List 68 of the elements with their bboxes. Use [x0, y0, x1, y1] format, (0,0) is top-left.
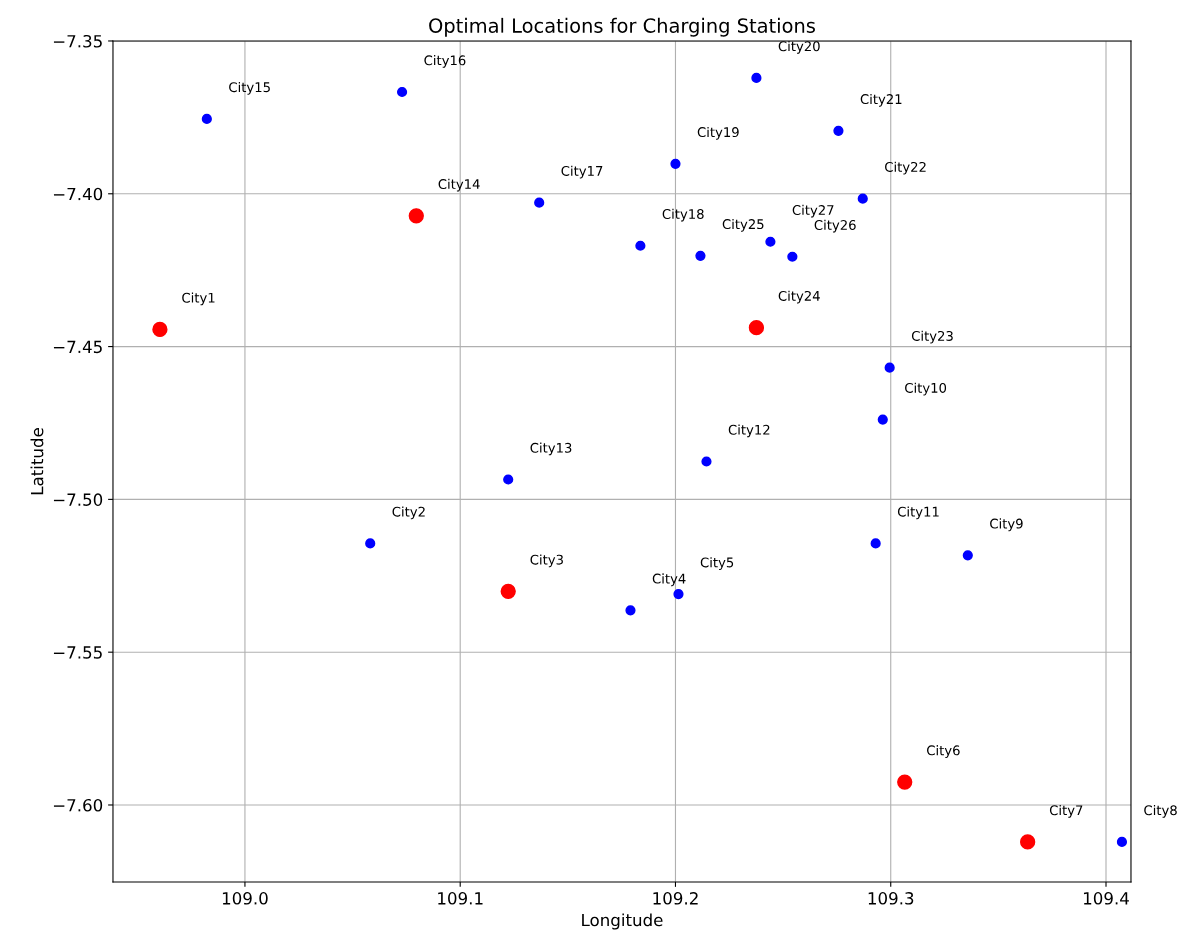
point [877, 414, 888, 425]
annotation: City9 [990, 518, 1023, 532]
x-tick-label: 109.1 [438, 892, 483, 905]
point [833, 125, 844, 136]
annotation: City5 [700, 557, 734, 570]
point [897, 774, 913, 790]
annotation: City18 [662, 208, 704, 222]
annotation: City24 [778, 290, 820, 304]
point [500, 583, 516, 600]
y-tick-label: −7.45 [53, 340, 102, 354]
chart-title: Optimal Locations for Charging Stations [429, 17, 815, 37]
annotation: City4 [652, 573, 686, 587]
annotation: City23 [911, 330, 953, 344]
point [625, 605, 636, 616]
annotation: City3 [530, 554, 563, 568]
point [695, 250, 706, 261]
point [670, 158, 681, 169]
annotation: City25 [722, 218, 764, 232]
annotation: City2 [392, 506, 425, 520]
point [503, 474, 514, 485]
annotation: City7 [1049, 805, 1083, 818]
point [152, 321, 168, 338]
point [787, 251, 798, 262]
annotation: City17 [561, 165, 603, 179]
annotation: City10 [905, 382, 947, 396]
point [396, 86, 408, 98]
point [534, 197, 545, 208]
point [884, 362, 895, 373]
annotation: City12 [728, 424, 770, 438]
annotation: City1 [182, 292, 215, 306]
point [701, 456, 712, 467]
annotation: City15 [229, 81, 270, 95]
y-tick-label: −7.50 [53, 493, 103, 506]
x-tick-label: 109.4 [1083, 892, 1129, 905]
x-tick-label: 109.3 [868, 892, 914, 905]
y-tick-label: −7.40 [53, 187, 103, 201]
annotation: City6 [927, 745, 960, 758]
annotation: City26 [814, 219, 856, 233]
point [870, 538, 881, 549]
annotation: City14 [438, 178, 480, 192]
annotation: City8 [1144, 805, 1177, 818]
x-tick-label: 109.2 [653, 892, 698, 905]
point [673, 589, 684, 600]
point [635, 240, 646, 251]
point [201, 113, 212, 124]
annotation: City21 [860, 93, 902, 107]
point [365, 538, 376, 549]
y-tick-label: −7.55 [53, 646, 102, 659]
annotation: City11 [897, 506, 939, 520]
y-tick-label: −7.35 [53, 34, 102, 48]
annotation: City22 [885, 161, 926, 175]
y-axis-title: Latitude [30, 428, 44, 495]
point [962, 550, 973, 561]
x-axis-title: Longitude [582, 913, 663, 930]
point [857, 193, 868, 204]
point [751, 72, 762, 84]
annotation: City27 [792, 204, 834, 218]
annotation: City13 [530, 442, 572, 456]
y-tick-label: −7.60 [53, 798, 103, 812]
point [748, 319, 765, 336]
annotation: City19 [697, 126, 739, 140]
annotation: City16 [424, 55, 466, 68]
point [408, 208, 424, 224]
annotation: City20 [778, 41, 820, 54]
point [1020, 834, 1036, 850]
x-tick-label: 109.0 [222, 892, 268, 905]
point [765, 236, 776, 247]
point [1116, 836, 1128, 848]
